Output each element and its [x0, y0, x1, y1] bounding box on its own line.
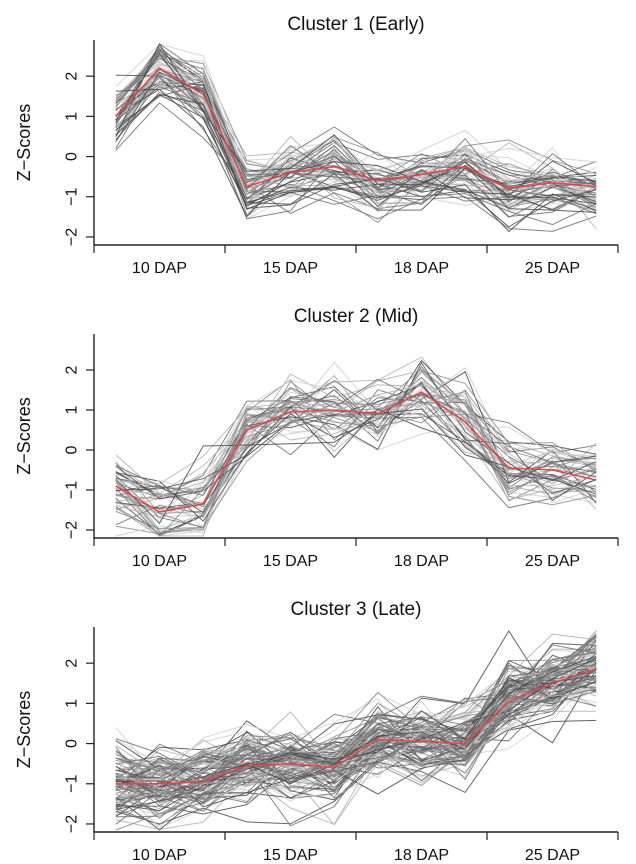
y-axis-label: Z−Scores	[14, 397, 34, 475]
gene-profile-line	[115, 635, 597, 775]
gene-profile-line	[115, 43, 597, 185]
gene-profile-line	[115, 650, 597, 790]
gene-profile-line	[115, 374, 597, 528]
gene-profile-line	[115, 77, 597, 209]
x-tick-label: 15 DAP	[263, 260, 318, 277]
mean-profile-line	[115, 668, 597, 785]
y-tick-label: 1	[64, 405, 81, 414]
gene-profile-line	[115, 682, 597, 827]
gene-profile-line	[115, 655, 597, 812]
x-tick-label: 15 DAP	[263, 553, 318, 570]
gene-profile-line	[115, 691, 597, 789]
gene-profile-line	[115, 81, 597, 218]
gene-profile-line	[115, 361, 597, 509]
chart-panel-3: Cluster 3 (Late) −2 −1 0 1 2 Z−Scores 10 DAP 15 …	[14, 599, 619, 864]
gene-profile-line	[115, 393, 597, 526]
gene-profile-line	[115, 377, 597, 493]
gene-profile-line	[115, 67, 597, 200]
gene-profile-line	[115, 102, 597, 218]
gene-profiles	[115, 356, 597, 537]
gene-profile-line	[115, 91, 597, 226]
gene-profile-line	[115, 393, 597, 537]
chart-panel-2: Cluster 2 (Mid) −2 −1 0 1 2 Z−Scores 10 DAP 15 D…	[14, 306, 619, 570]
y-tick-label: −2	[64, 815, 81, 833]
gene-profile-line	[115, 408, 597, 530]
y-axis-label: Z−Scores	[14, 691, 34, 769]
panel-title: Cluster 2 (Mid)	[294, 306, 419, 327]
y-tick-label: 0	[64, 445, 81, 454]
gene-profile-line	[115, 88, 597, 218]
gene-profiles	[115, 42, 597, 233]
gene-profile-line	[115, 86, 597, 215]
y-tick-label: 2	[64, 659, 81, 668]
gene-profile-line	[115, 72, 597, 212]
gene-profile-line	[115, 666, 597, 781]
gene-profile-line	[115, 399, 597, 532]
gene-profile-line	[115, 42, 597, 211]
gene-profile-line	[115, 59, 597, 184]
x-tick-label: 10 DAP	[132, 847, 187, 864]
gene-profile-line	[115, 657, 597, 810]
gene-profile-line	[115, 53, 597, 185]
x-tick-label: 18 DAP	[394, 553, 449, 570]
gene-profile-line	[115, 94, 597, 228]
y-tick-label: 2	[64, 365, 81, 374]
gene-profiles	[115, 630, 597, 831]
y-tick-label: 1	[64, 112, 81, 121]
gene-profile-line	[115, 422, 597, 537]
y-tick-label: −1	[64, 481, 81, 499]
x-tick-label: 18 DAP	[394, 847, 449, 864]
gene-profile-line	[115, 384, 597, 500]
gene-profile-line	[115, 395, 597, 502]
x-tick-label: 10 DAP	[132, 260, 187, 277]
gene-profile-line	[115, 648, 597, 819]
y-tick-label: 1	[64, 699, 81, 708]
mean-profile-line	[115, 67, 597, 190]
x-tick-label: 18 DAP	[394, 260, 449, 277]
gene-profile-line	[115, 415, 597, 537]
gene-profile-line	[115, 666, 597, 781]
gene-profile-line	[115, 359, 597, 496]
gene-profile-line	[115, 67, 597, 180]
x-tick-label: 10 DAP	[132, 553, 187, 570]
gene-profile-line	[115, 84, 597, 211]
y-tick-label: −2	[64, 228, 81, 246]
y-axis-label: Z−Scores	[14, 104, 34, 182]
gene-profile-line	[115, 370, 597, 504]
y-tick-label: −1	[64, 775, 81, 793]
x-tick-label: 25 DAP	[525, 553, 580, 570]
y-tick-label: −2	[64, 521, 81, 539]
gene-profile-line	[115, 667, 597, 813]
panel-title: Cluster 1 (Early)	[287, 14, 424, 35]
gene-profile-line	[115, 68, 597, 190]
gene-profile-line	[115, 361, 597, 522]
gene-profile-line	[115, 43, 597, 194]
x-tick-label: 25 DAP	[525, 260, 580, 277]
gene-profile-line	[115, 52, 597, 205]
gene-profile-line	[115, 370, 597, 511]
x-tick-label: 15 DAP	[263, 847, 318, 864]
panel-title: Cluster 3 (Late)	[291, 599, 422, 620]
y-tick-label: 0	[64, 152, 81, 161]
gene-profile-line	[115, 651, 597, 805]
chart-panel-1: Cluster 1 (Early) −2 −1 0 1 2 Z−Scores 10 DAP 15…	[14, 14, 619, 277]
gene-profile-line	[115, 373, 597, 531]
mean-profile-line	[115, 391, 597, 513]
x-tick-label: 25 DAP	[525, 847, 580, 864]
gene-profile-line	[115, 378, 597, 496]
y-tick-label: −1	[64, 188, 81, 206]
y-tick-label: 2	[64, 72, 81, 81]
y-tick-label: 0	[64, 739, 81, 748]
